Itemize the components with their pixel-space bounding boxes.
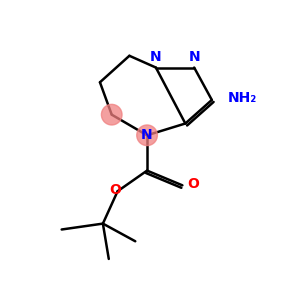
Text: O: O <box>109 183 121 197</box>
Text: N: N <box>188 50 200 64</box>
Text: N: N <box>150 50 162 64</box>
Text: NH₂: NH₂ <box>228 92 257 106</box>
Text: N: N <box>141 128 153 142</box>
Text: O: O <box>187 177 199 191</box>
Circle shape <box>101 104 122 125</box>
Circle shape <box>137 125 158 146</box>
